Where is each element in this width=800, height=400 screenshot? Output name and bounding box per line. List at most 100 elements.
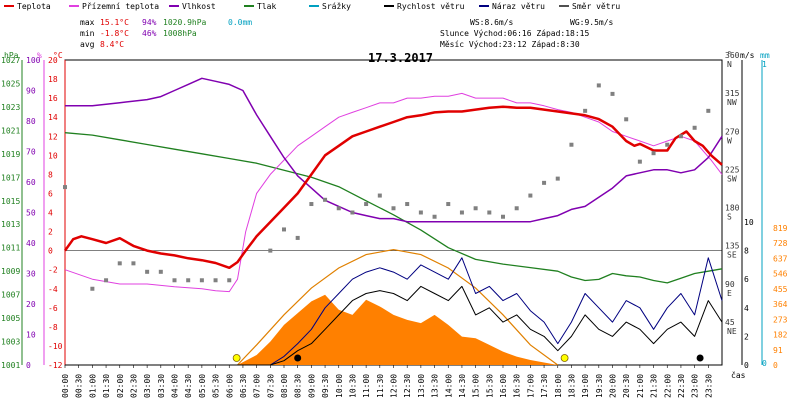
rain-axis-label: mm <box>760 51 770 60</box>
x-tick-label: 21:00 <box>636 374 645 398</box>
temp-tick-label: 8 <box>48 170 53 179</box>
moonset-marker <box>294 354 302 362</box>
x-tick-label: 10:00 <box>335 374 344 398</box>
legend-label: Srážky <box>322 2 351 11</box>
wind-direction-point <box>459 210 464 215</box>
temp-tick-label: 2 <box>48 228 53 237</box>
hpa-tick-label: 1003 <box>1 338 20 347</box>
legend-label: Vlhkost <box>182 2 216 11</box>
wind-direction-point <box>569 142 574 147</box>
wind-direction-point <box>432 214 437 219</box>
stat-min-temp: -1.8°C <box>100 29 129 38</box>
legend-label: Náraz větru <box>492 2 545 11</box>
moonrise-marker <box>696 354 704 362</box>
stat-wind-gust: WG:9.5m/s <box>570 18 614 27</box>
sunset-marker <box>560 354 569 362</box>
wind-direction-point <box>104 278 109 283</box>
x-tick-label: 01:00 <box>88 374 97 398</box>
wind-direction-point <box>117 261 122 266</box>
x-tick-label: 04:30 <box>184 374 193 398</box>
wind-direction-point <box>158 269 163 274</box>
pct-tick-label: 80 <box>26 117 36 126</box>
stat-avg-temp: 8.4°C <box>100 40 124 49</box>
wind-direction-point <box>213 278 218 283</box>
x-tick-label: 06:00 <box>225 374 234 398</box>
x-tick-label: 19:00 <box>581 374 590 398</box>
wind-direction-point <box>391 206 396 211</box>
wind-direction-point <box>583 108 588 113</box>
temp-tick-label: -2 <box>48 266 58 275</box>
pct-tick-label: 40 <box>26 239 36 248</box>
wind-direction-point <box>651 151 656 156</box>
wind-tick-label: 8 <box>744 247 749 256</box>
pct-axis-label: % <box>37 51 42 60</box>
x-tick-label: 17:30 <box>540 374 549 398</box>
dir-tick-label: 225 <box>725 165 740 174</box>
plot-frame <box>64 59 723 366</box>
temp-tick-label: -6 <box>48 304 58 313</box>
temp-axis-label: °C <box>53 51 63 60</box>
wind-direction-point <box>227 278 232 283</box>
gust-line <box>65 257 723 366</box>
stat-sun: Slunce Východ:06:16 Západ:18:15 <box>440 29 589 38</box>
solar-max-line <box>237 248 559 366</box>
dir-tick-label: 135 <box>725 242 740 251</box>
rain-tick-label: 0 <box>762 359 767 368</box>
x-tick-label: 00:30 <box>75 374 84 398</box>
humidity-line <box>65 77 723 223</box>
stat-max-label: max <box>80 18 95 27</box>
x-tick-label: 14:30 <box>458 374 467 398</box>
hpa-tick-label: 1007 <box>1 291 20 300</box>
stat-avg-label: avg <box>80 40 95 49</box>
x-tick-label: 09:30 <box>321 374 330 398</box>
dir-tick-label: 360 <box>725 51 740 60</box>
hpa-tick-label: 1019 <box>1 150 20 159</box>
x-axis-label: čas <box>731 370 746 380</box>
chart-title: 17.3.2017 <box>368 51 433 65</box>
temperature-line <box>63 105 723 270</box>
wind-tick-label: 6 <box>744 275 749 284</box>
x-tick-label: 06:30 <box>239 374 248 398</box>
wind-direction-point <box>610 91 615 96</box>
wind-direction-point <box>473 206 478 211</box>
wind-direction-point <box>596 83 601 88</box>
wind-tick-label: 10 <box>744 218 754 227</box>
hpa-tick-label: 1005 <box>1 314 20 323</box>
solar-tick-label: 91 <box>773 346 783 355</box>
wind-direction-point <box>145 269 150 274</box>
stat-moon: Měsíc Východ:23:12 Západ:8:30 <box>440 40 580 49</box>
x-tick-label: 13:30 <box>431 374 440 398</box>
wind-direction-point <box>131 261 136 266</box>
temp-tick-label: -4 <box>48 285 58 294</box>
legend-label: Teplota <box>17 2 51 11</box>
temp-tick-label: 4 <box>48 209 53 218</box>
pct-tick-label: 60 <box>26 178 36 187</box>
solar-tick-label: 546 <box>773 270 788 279</box>
temp-tick-label: 10 <box>48 151 58 160</box>
wind-direction-point <box>637 159 642 164</box>
temp-tick-label: 12 <box>48 132 58 141</box>
x-tick-label: 07:30 <box>266 374 275 398</box>
x-tick-label: 21:30 <box>650 374 659 398</box>
wind-direction-point <box>624 117 629 122</box>
stat-max-temp: 15.1°C <box>100 18 129 27</box>
x-tick-label: 11:00 <box>362 374 371 398</box>
x-tick-label: 05:00 <box>198 374 207 398</box>
compass-label: SE <box>727 251 737 260</box>
stat-min-press: 1008hPa <box>163 29 197 38</box>
wind-direction-point <box>282 227 286 232</box>
pct-tick-label: 30 <box>26 270 36 279</box>
hpa-tick-label: 1009 <box>1 267 20 276</box>
temp-tick-label: 0 <box>48 247 53 256</box>
wind-direction-point <box>350 210 355 215</box>
dir-tick-label: 90 <box>725 280 735 289</box>
wind-direction-point <box>418 210 423 215</box>
x-tick-label: 22:30 <box>677 374 686 398</box>
compass-label: W <box>727 136 732 145</box>
x-tick-label: 08:00 <box>280 374 289 398</box>
x-tick-label: 12:00 <box>390 374 399 398</box>
x-tick-label: 11:30 <box>376 374 385 398</box>
solar-tick-label: 364 <box>773 300 788 309</box>
wind-direction-point <box>186 278 191 283</box>
